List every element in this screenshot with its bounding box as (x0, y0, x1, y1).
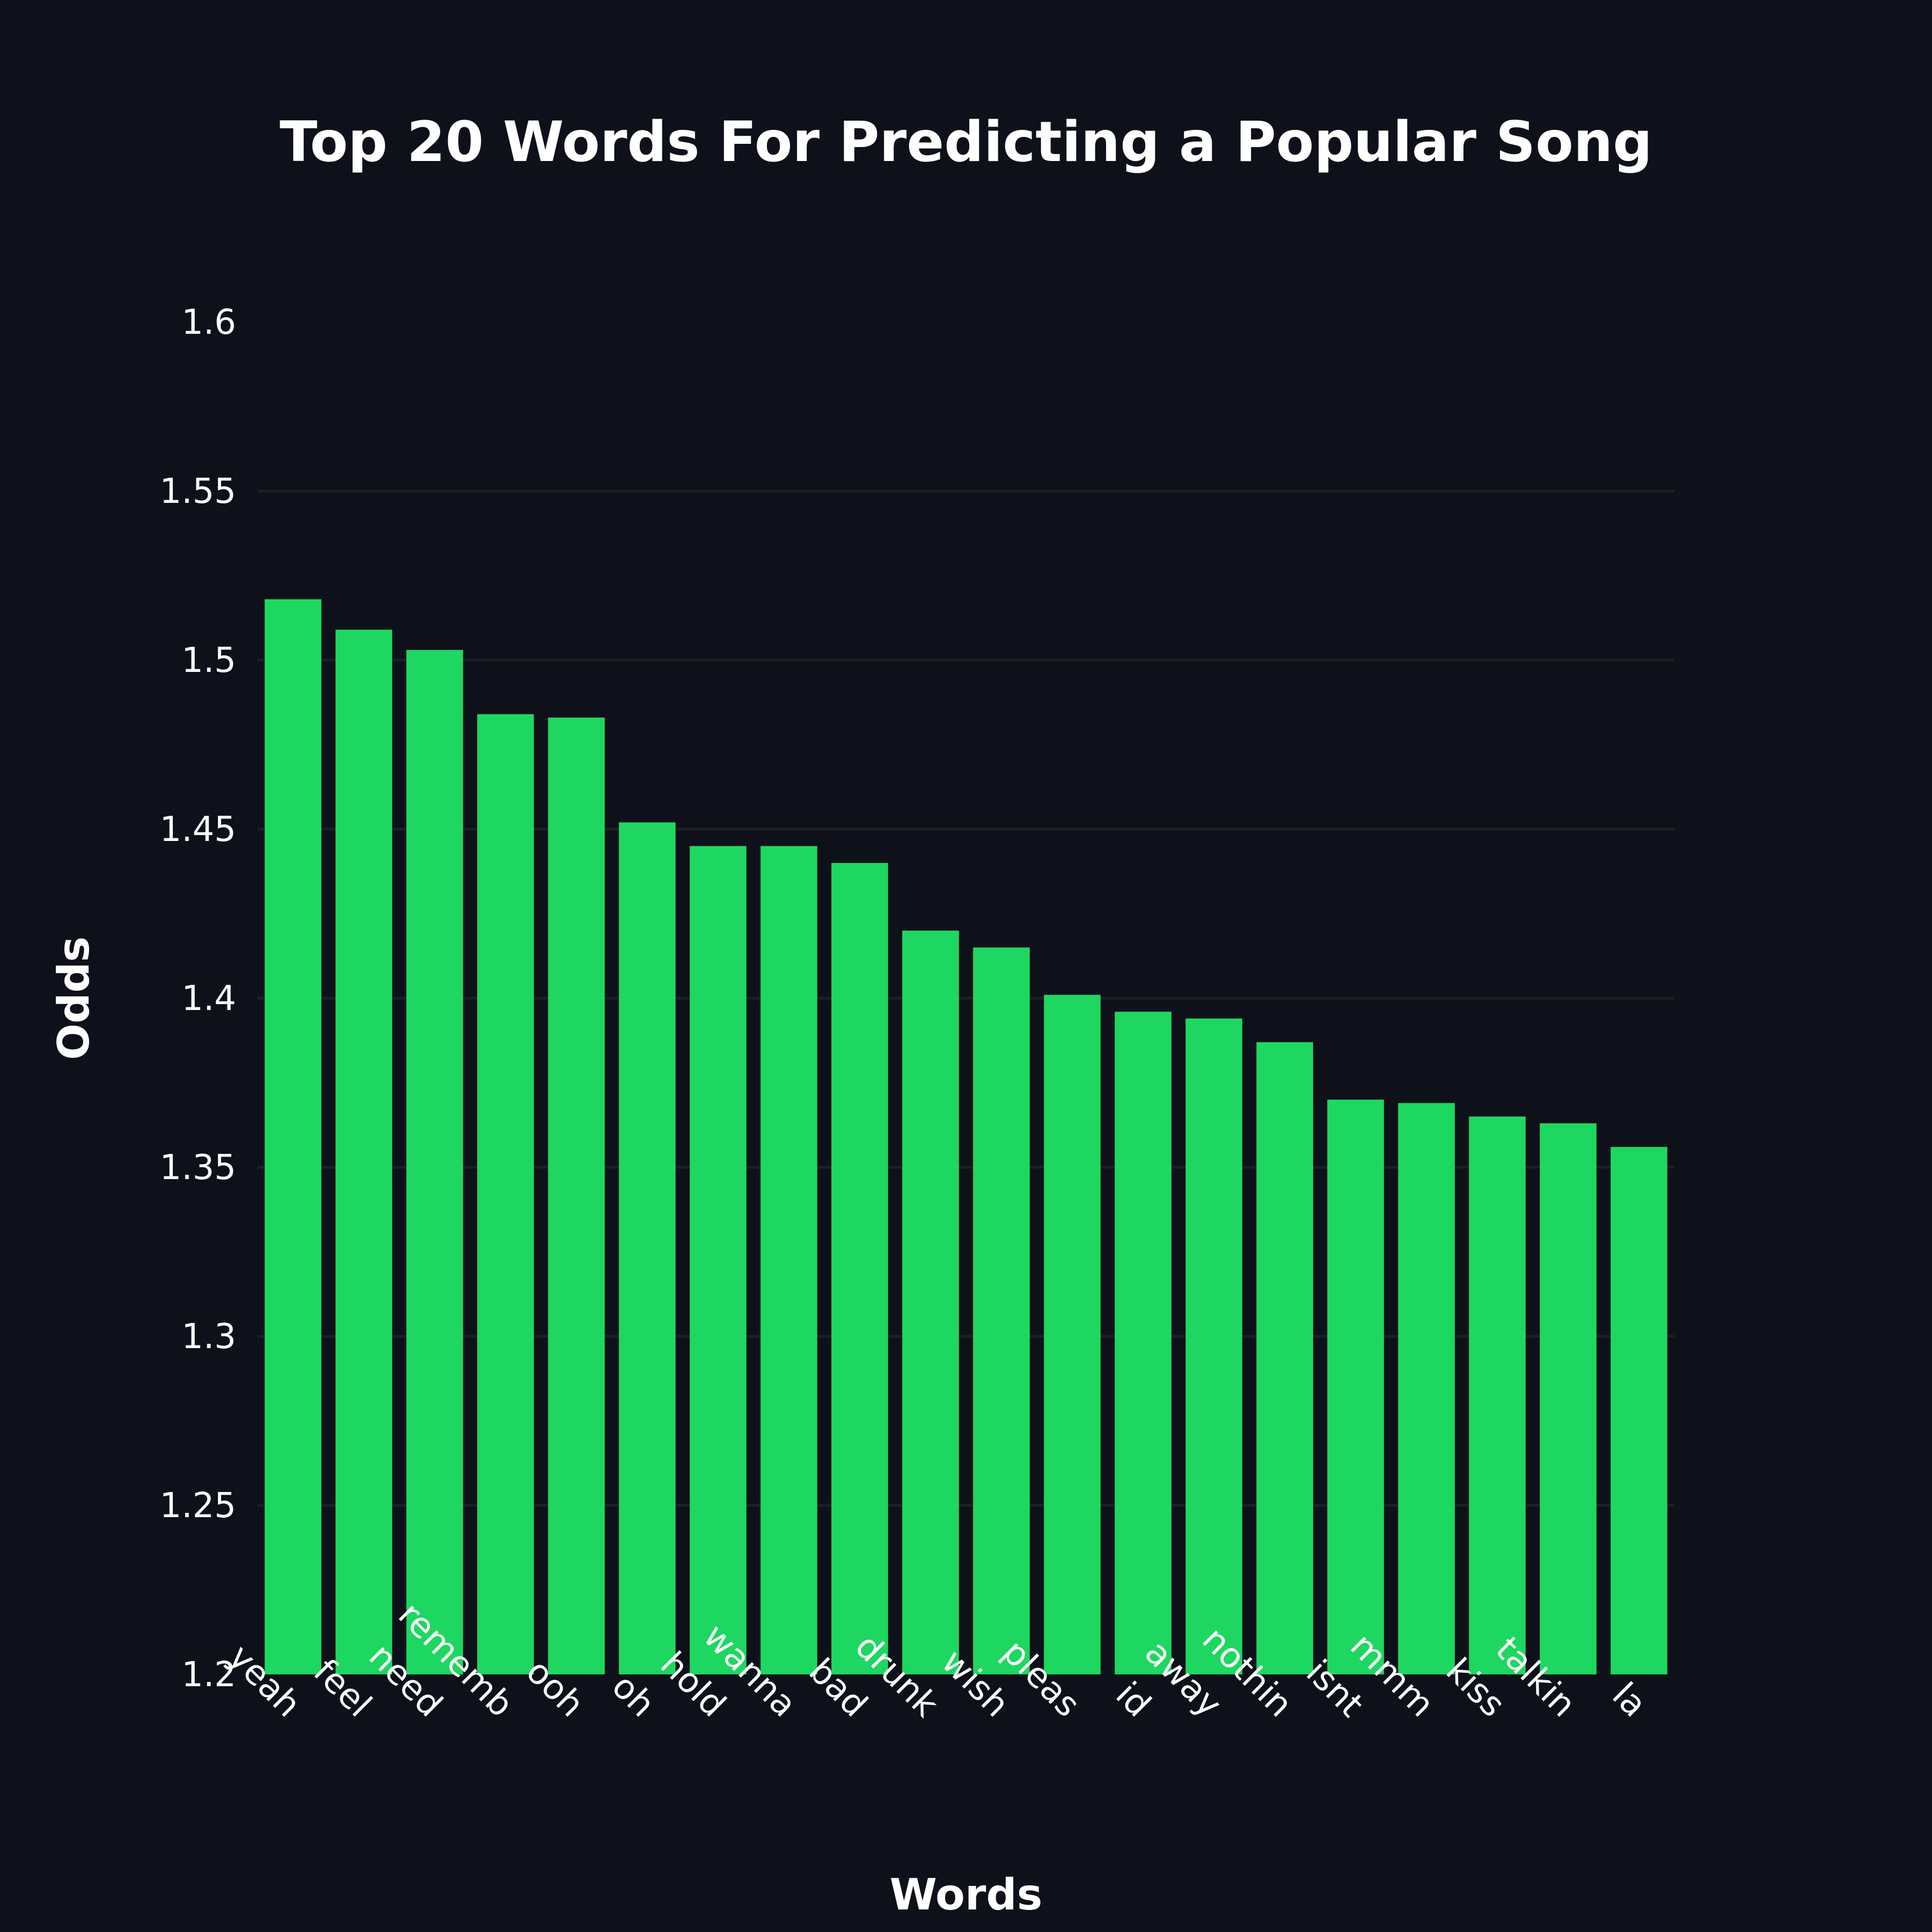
y-tick-label: 1.4 (181, 979, 236, 1019)
bar-mmm[interactable] (1398, 1103, 1455, 1674)
bar-pleas[interactable] (1044, 994, 1101, 1674)
y-tick-label: 1.25 (160, 1486, 237, 1526)
bar-wanna[interactable] (760, 846, 817, 1675)
bar-oh[interactable] (619, 822, 676, 1674)
bar-ooh[interactable] (548, 718, 605, 1674)
bar-away[interactable] (1185, 1018, 1242, 1674)
y-tick-label: 1.55 (160, 472, 237, 511)
bar-feel[interactable] (335, 630, 392, 1674)
bar-id[interactable] (1115, 1012, 1172, 1674)
bar-la[interactable] (1611, 1147, 1667, 1674)
x-tick-label: la (1605, 1675, 1655, 1725)
y-tick-label: 1.2 (181, 1655, 236, 1695)
gridlines (258, 489, 1674, 1507)
x-tick-label: oh (604, 1666, 663, 1725)
y-tick-label: 1.45 (160, 810, 237, 850)
bar-wish[interactable] (973, 947, 1030, 1675)
chart-title: Top 20 Words For Predicting a Popular So… (280, 110, 1652, 174)
x-tick-label: id (1108, 1675, 1159, 1725)
x-axis-title: Words (890, 1870, 1043, 1920)
bars (265, 599, 1667, 1674)
bar-bad[interactable] (831, 863, 888, 1674)
bar-yeah[interactable] (265, 599, 321, 1674)
y-tick-label: 1.3 (181, 1317, 236, 1357)
y-axis-title: Odds (49, 936, 99, 1060)
bar-nothin[interactable] (1256, 1042, 1313, 1674)
y-tick-label: 1.5 (181, 641, 236, 680)
bar-talkin[interactable] (1540, 1123, 1597, 1674)
bar-hold[interactable] (690, 846, 747, 1675)
bar-need[interactable] (406, 650, 463, 1674)
bar-isnt[interactable] (1327, 1100, 1384, 1674)
y-tick-label: 1.6 (181, 303, 236, 342)
bar-kiss[interactable] (1469, 1116, 1526, 1675)
bar-rememb[interactable] (477, 714, 534, 1674)
bar-drunk[interactable] (902, 931, 959, 1674)
y-tick-label: 1.35 (160, 1148, 237, 1188)
y-axis-ticks: 1.2 1.25 1.3 1.35 1.4 1.45 1.5 1.55 1.6 (160, 303, 237, 1695)
